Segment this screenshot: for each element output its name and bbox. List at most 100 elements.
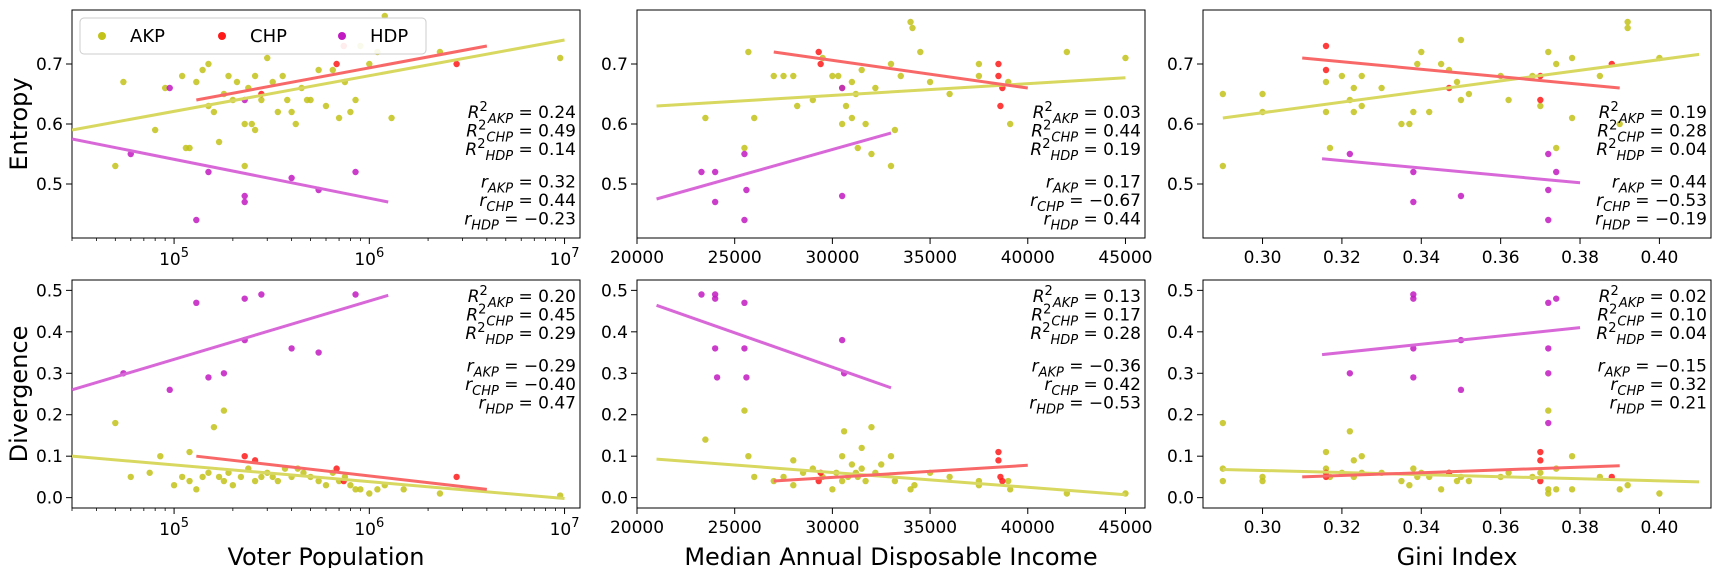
data-layer	[656, 18, 1129, 224]
point-akp	[274, 477, 282, 485]
point-akp	[909, 24, 916, 32]
point-hdp	[258, 291, 265, 298]
point-chp	[333, 60, 340, 68]
x-tick-label: 35000	[903, 248, 957, 268]
point-hdp	[698, 168, 705, 176]
r-chp: rCHP = −0.53	[1596, 191, 1707, 215]
point-akp	[741, 144, 748, 152]
y-tick-label: 0.5	[1167, 281, 1194, 301]
fit-line-hdp	[72, 137, 389, 204]
point-hdp	[1545, 216, 1552, 224]
point-akp	[975, 60, 983, 68]
point-akp	[374, 486, 381, 493]
point-akp	[1437, 60, 1445, 68]
point-akp	[1378, 84, 1385, 92]
point-hdp	[1457, 192, 1465, 200]
panel-p10: 105 106 107 0.0 0.1 0.2 0.3 0.4 0.5 Divergence Vot…	[5, 279, 581, 568]
point-akp	[347, 482, 354, 489]
point-chp	[333, 465, 340, 472]
point-akp	[1465, 477, 1473, 485]
axes-frame	[636, 279, 1146, 509]
point-akp	[269, 78, 276, 86]
point-hdp	[1346, 150, 1354, 158]
fit-line-chp	[773, 50, 1028, 90]
point-akp	[215, 473, 223, 481]
point-akp	[848, 78, 856, 86]
point-hdp	[1545, 299, 1552, 306]
point-chp	[241, 452, 248, 460]
point-akp	[258, 473, 265, 481]
y-tick-label: 0.1	[36, 447, 63, 467]
point-hdp	[288, 345, 295, 352]
point-hdp	[1457, 386, 1465, 394]
fit-line-hdp	[1321, 157, 1581, 185]
point-akp	[127, 473, 134, 481]
point-akp	[790, 72, 797, 80]
fit-line-chp	[1302, 56, 1620, 90]
point-hdp	[1410, 168, 1417, 176]
point-akp	[1006, 120, 1014, 128]
data-layer	[656, 291, 1129, 497]
point-akp	[790, 457, 797, 464]
point-akp	[229, 482, 237, 489]
point-akp	[366, 60, 373, 68]
point-hdp	[205, 168, 212, 176]
point-chp	[1537, 477, 1544, 485]
point-akp	[436, 490, 444, 497]
point-akp	[1465, 90, 1473, 98]
point-akp	[891, 126, 899, 134]
y-tick-label: 0.0	[1167, 489, 1194, 509]
r-chp: rCHP = 0.32	[1610, 375, 1707, 399]
x-tick-label: 40000	[1001, 248, 1055, 268]
point-akp	[225, 72, 232, 80]
point-akp	[315, 66, 322, 74]
point-akp	[887, 60, 895, 68]
point-akp	[1406, 120, 1413, 128]
point-akp	[887, 162, 895, 170]
r-akp: rAKP = −0.36	[1032, 357, 1141, 381]
y-tick-label: 0.7	[601, 55, 628, 75]
r-akp: rAKP = 0.17	[1046, 173, 1141, 197]
x-tick-label: 45000	[1098, 518, 1152, 538]
r-akp: rAKP = −0.15	[1598, 357, 1707, 381]
r2-akp: R2AKP = 0.02	[1599, 284, 1707, 311]
point-akp	[315, 477, 322, 485]
point-akp	[1358, 102, 1365, 110]
y-tick-label: 0.5	[36, 281, 63, 301]
y-tick-label: 0.1	[1167, 447, 1194, 467]
point-hdp	[1545, 370, 1552, 377]
point-akp	[1005, 477, 1012, 485]
x-tick-label: 0.40	[1640, 518, 1678, 538]
point-chp	[995, 448, 1002, 456]
point-akp	[897, 72, 904, 80]
point-akp	[1418, 48, 1425, 56]
point-akp	[872, 84, 879, 92]
r2-chp: R2CHP = 0.45	[466, 303, 576, 330]
point-akp	[1426, 108, 1433, 116]
point-hdp	[193, 216, 200, 224]
point-akp	[702, 436, 709, 443]
point-akp	[161, 84, 169, 92]
y-tick-label: 0.2	[1167, 406, 1194, 426]
panel-p12: 0.30 0.32 0.34 0.36 0.38 0.40 0.0 0.1 0.2 0.3 0.4 0…	[1167, 279, 1712, 568]
r-hdp: rHDP = 0.44	[1043, 210, 1141, 234]
x-tick-label: 106	[354, 516, 384, 540]
point-akp	[1553, 144, 1560, 152]
point-akp	[357, 486, 364, 493]
point-hdp	[1545, 419, 1552, 427]
r2-akp: R2AKP = 0.24	[468, 100, 576, 127]
x-axis-label: Gini Index	[1397, 543, 1518, 568]
r-akp: rAKP = 0.32	[481, 173, 576, 197]
point-hdp	[1410, 198, 1417, 206]
y-tick-label: 0.0	[36, 489, 63, 509]
y-axis-label: Entropy	[5, 77, 33, 170]
point-akp	[848, 461, 856, 468]
point-hdp	[1410, 295, 1417, 302]
r2-akp: R2AKP = 0.19	[1599, 100, 1707, 127]
r-chp: rCHP = −0.67	[1030, 191, 1141, 215]
fit-line-akp	[656, 76, 1126, 108]
fit-line-akp	[72, 454, 565, 500]
point-akp	[248, 120, 255, 128]
y-tick-label: 0.7	[36, 55, 63, 75]
point-akp	[251, 126, 259, 134]
